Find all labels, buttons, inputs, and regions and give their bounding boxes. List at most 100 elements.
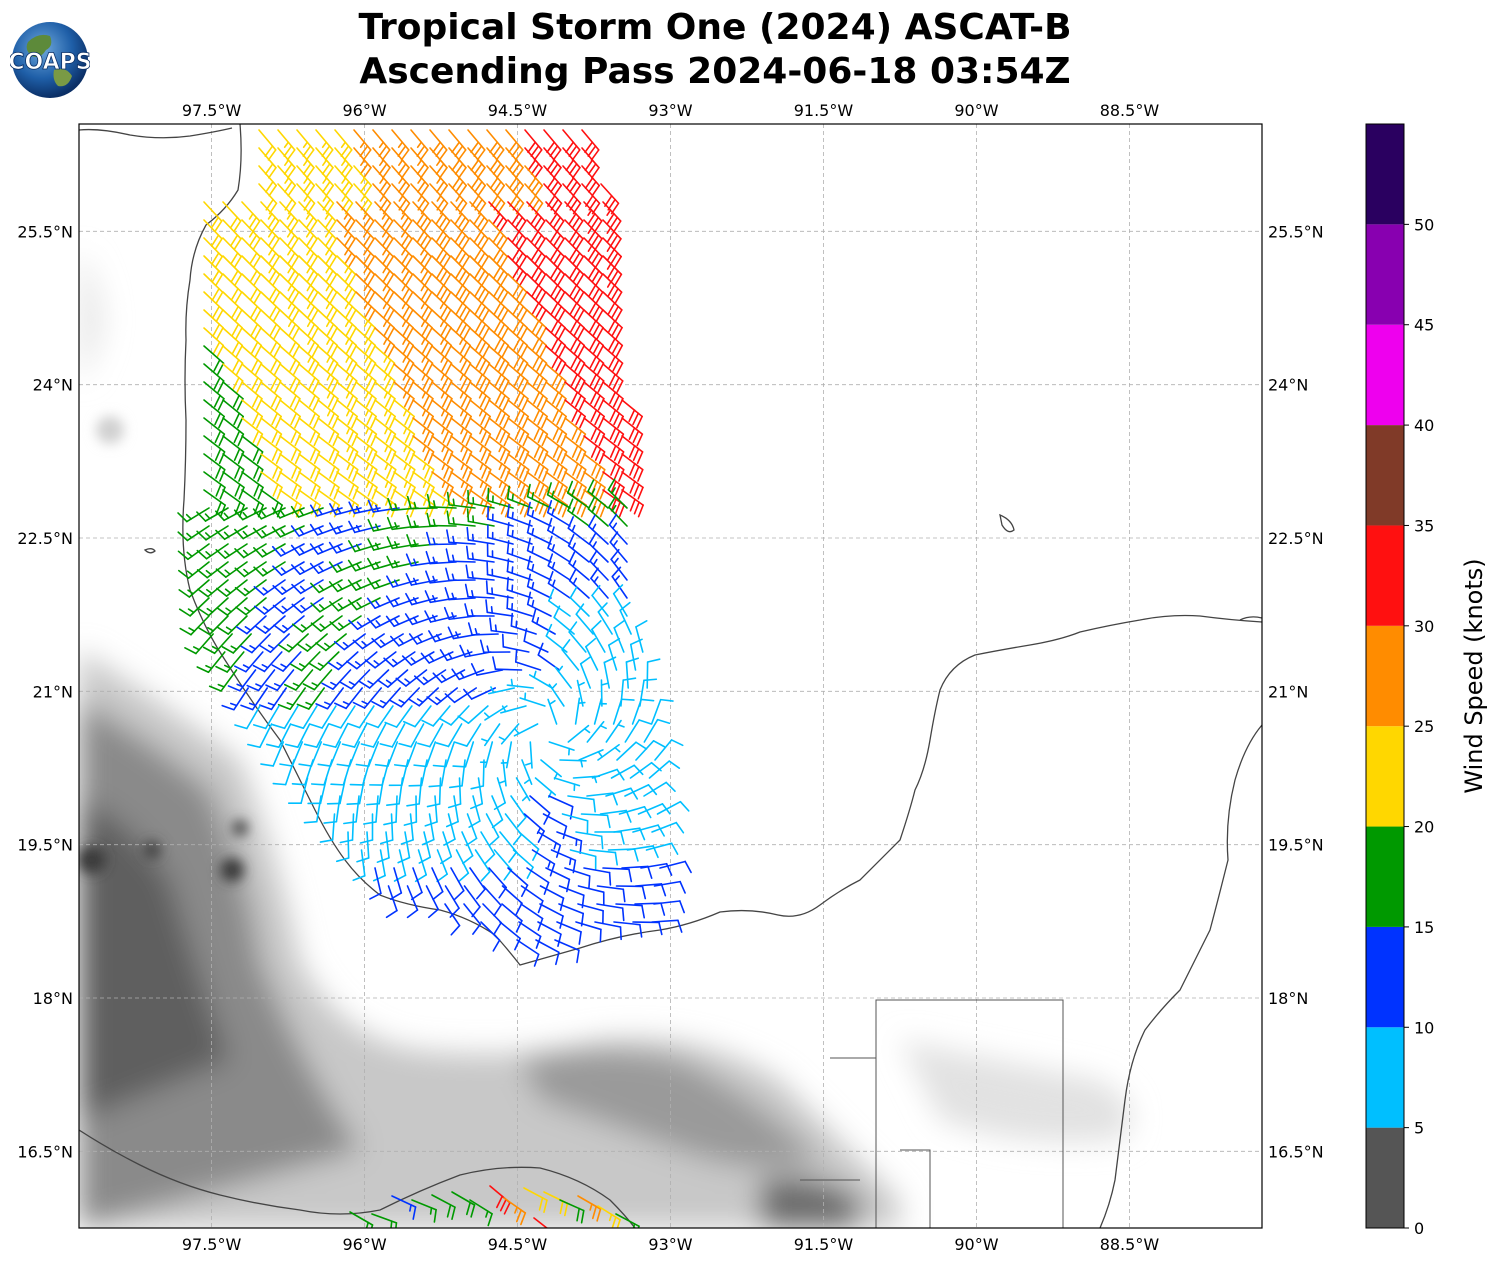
wind-barb [457, 705, 489, 725]
wind-barb [355, 201, 375, 233]
wind-barb [418, 831, 431, 864]
wind-barb [376, 831, 390, 863]
wind-barb [618, 805, 652, 819]
wind-barb [510, 795, 527, 828]
wind-barb [635, 740, 666, 761]
wind-barb [321, 669, 352, 690]
wind-barb [421, 705, 451, 727]
wind-barb [523, 628, 549, 653]
wind-barb [554, 665, 573, 689]
wind-barb [203, 327, 225, 358]
wind-barb [543, 147, 562, 179]
wind-barb [336, 309, 357, 340]
wind-barb [602, 453, 625, 482]
wind-barb [587, 497, 609, 527]
wind-barb [336, 471, 359, 500]
wind-barb [241, 273, 262, 304]
wind-barb [315, 687, 345, 710]
wind-barb [353, 129, 372, 161]
wind-barb [564, 201, 584, 233]
wind-barb [424, 610, 457, 623]
wind-barb [562, 147, 581, 179]
wind-barb [426, 777, 442, 808]
wind-barb [429, 129, 448, 161]
lon-tick-label-top: 96°W [342, 101, 386, 120]
wind-barb [445, 795, 459, 828]
wind-barb [347, 705, 375, 729]
wind-barb [241, 327, 263, 358]
wind-barb [208, 669, 238, 692]
wind-barb [271, 705, 299, 730]
wind-barb [374, 453, 397, 482]
wind-barb [491, 795, 504, 829]
wind-barb [545, 237, 565, 268]
lon-tick-label-bottom: 93°W [648, 1235, 692, 1254]
wind-barb [488, 453, 511, 482]
wind-barb [575, 921, 602, 943]
lon-tick-label-bottom: 88.5°W [1100, 1235, 1160, 1254]
wind-barb [203, 273, 224, 304]
terrain-peaks [79, 416, 248, 882]
wind-barb [526, 273, 547, 304]
wind-barb [412, 327, 434, 358]
wind-barb [386, 516, 419, 531]
wind-barb [184, 633, 214, 655]
wind-barb [328, 705, 356, 729]
wind-barb [643, 718, 671, 743]
lat-tick-label-right: 25.5°N [1268, 222, 1324, 241]
lat-ticks-left: 25.5°N 24°N 22.5°N 21°N 19.5°N 18°N 16.5°N [17, 222, 73, 1161]
wind-barb [503, 1197, 527, 1226]
wind-barb [531, 849, 556, 877]
wind-barb [431, 1194, 456, 1221]
wind-barb [203, 345, 225, 375]
wind-barb [425, 885, 439, 919]
wind-barb [432, 741, 456, 768]
wind-barb [510, 612, 537, 635]
wind-barb [577, 885, 605, 906]
wind-barb [581, 147, 600, 179]
wind-barb [507, 201, 527, 233]
wind-barb [298, 291, 319, 322]
wind-barb [317, 273, 338, 304]
wind-barb [334, 147, 353, 179]
wind-barb [315, 147, 334, 179]
wind-barb [465, 564, 495, 581]
colorbar-tick-label: 45 [1414, 316, 1434, 335]
wind-barb [591, 620, 606, 653]
wind-barb [653, 880, 686, 894]
wind-barb [198, 615, 229, 636]
wind-barb [260, 471, 283, 500]
wind-barb [329, 597, 362, 612]
lat-tick-label-right: 18°N [1268, 989, 1308, 1008]
wind-barb [526, 483, 552, 509]
wind-barb [615, 903, 646, 919]
wind-barb [412, 219, 432, 251]
wind-barb [259, 687, 288, 711]
wind-barb [355, 273, 376, 304]
wind-barb [546, 482, 571, 509]
colorbar-bin [1366, 124, 1404, 225]
wind-barb [374, 309, 395, 340]
wind-barb [545, 201, 565, 233]
wind-barb [523, 1187, 548, 1214]
wind-barb [216, 615, 248, 635]
wind-barb [506, 503, 533, 527]
logo-text: COAPS [10, 50, 90, 75]
wind-barb [613, 921, 643, 938]
wind-barb [393, 381, 415, 411]
wind-barb [632, 824, 665, 837]
wind-barb [271, 651, 302, 672]
wind-barb [526, 471, 549, 500]
terrain-shading [79, 250, 1132, 1228]
wind-barbs [177, 129, 692, 1228]
wind-barb [515, 777, 531, 802]
wind-barb [505, 165, 525, 197]
wind-barb [514, 648, 542, 671]
colorbar-tick-label: 50 [1414, 215, 1434, 234]
wind-barb [444, 903, 461, 936]
wind-barb [588, 532, 609, 563]
wind-barb [533, 1217, 549, 1228]
wind-barb [393, 237, 413, 268]
wind-barb [355, 255, 376, 286]
wind-barb [567, 724, 591, 743]
